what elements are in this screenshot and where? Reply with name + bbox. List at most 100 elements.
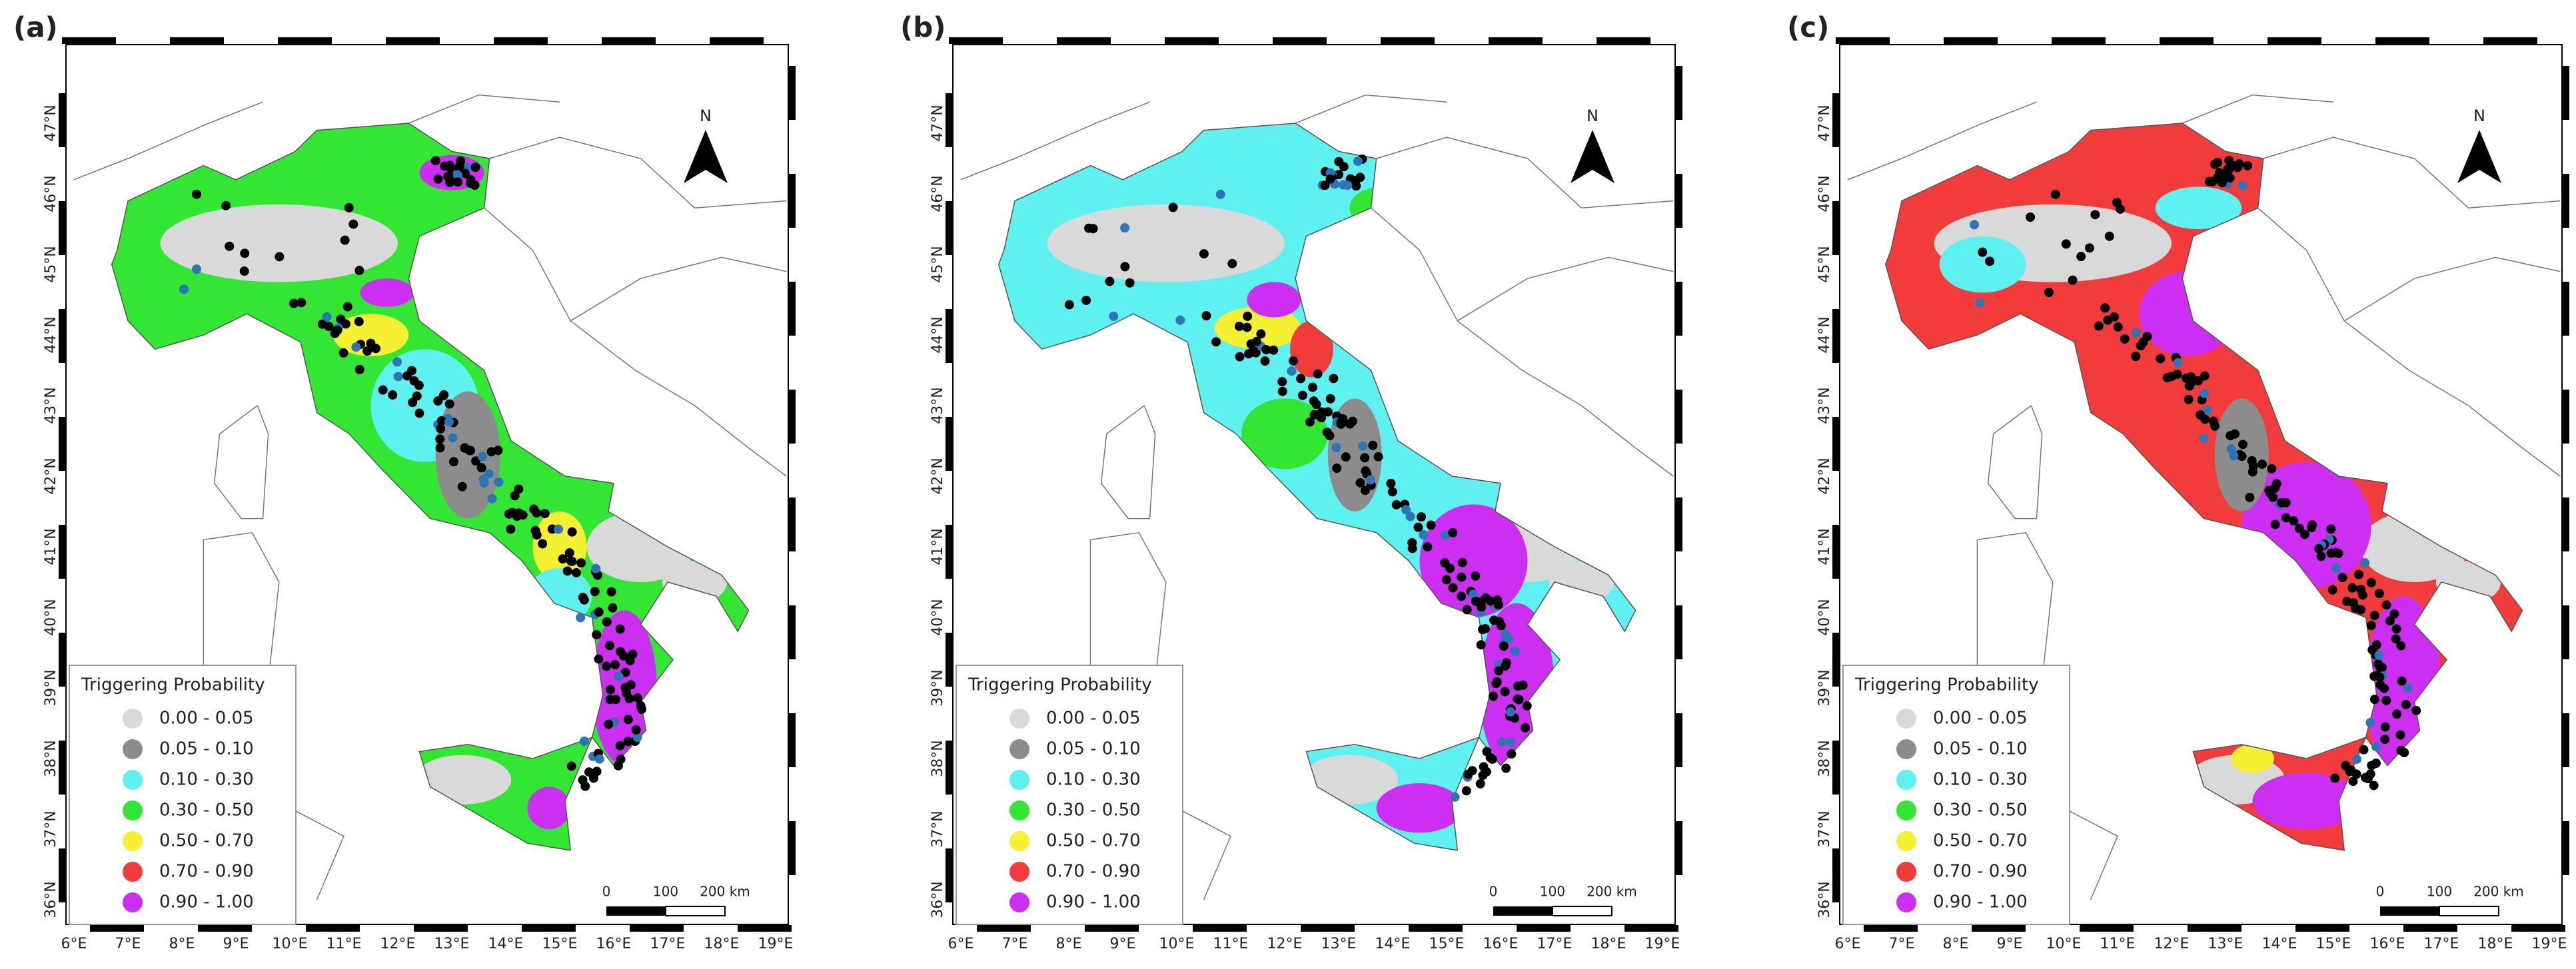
- lat-tick-label: 43°N: [930, 387, 946, 424]
- legend-swatch: [1896, 831, 1916, 851]
- landslide-point: [2369, 695, 2379, 705]
- landslide-point: [444, 417, 454, 427]
- legend-title: Triggering Probability: [81, 675, 265, 695]
- landslide-point: [625, 656, 635, 666]
- landslide-point: [566, 556, 576, 566]
- lat-tick-label: 36°N: [1816, 881, 1833, 918]
- landslide-point: [1307, 382, 1317, 392]
- landslide-point: [2156, 354, 2166, 364]
- legend-swatch: [123, 801, 143, 820]
- sicily-outline: [1305, 736, 1480, 851]
- legend-label: 0.30 - 0.50: [1933, 801, 2028, 820]
- italy-outline: [1884, 123, 2523, 767]
- landslide-point: [606, 685, 616, 695]
- probability-zone: [414, 755, 512, 805]
- map-frame-ticks: [946, 37, 1682, 932]
- lat-tick-label: 46°N: [1816, 175, 1833, 212]
- landslide-point: [2120, 334, 2130, 344]
- landslide-point: [606, 587, 616, 597]
- landslide-point: [221, 200, 231, 210]
- north-arrow: [1593, 130, 1614, 183]
- map-frame-ticks: [1832, 37, 2569, 932]
- landslide-point: [2294, 523, 2304, 533]
- lat-tick-label: 40°N: [930, 599, 946, 635]
- landslide-point: [562, 566, 572, 576]
- landslide-point: [2377, 663, 2387, 673]
- legend-label: 0.05 - 0.10: [159, 739, 254, 759]
- landslide-point: [1334, 157, 1344, 166]
- landslide-point: [2371, 742, 2381, 752]
- landslide-point: [487, 493, 497, 503]
- probability-zone: [527, 787, 571, 829]
- landslide-point: [2162, 373, 2172, 383]
- landslide-point: [2380, 722, 2390, 732]
- landslide-point: [412, 391, 422, 401]
- landslide-point: [576, 558, 586, 568]
- lat-tick-label: 44°N: [43, 316, 59, 353]
- landslide-point: [2271, 479, 2281, 489]
- landslide-point: [225, 241, 235, 251]
- lon-tick-label: 10°E: [2046, 936, 2082, 952]
- north-arrow: [684, 130, 706, 183]
- landslide-point: [486, 447, 496, 457]
- landslide-point: [2389, 609, 2399, 619]
- lon-tick-label: 16°E: [2370, 936, 2405, 952]
- landslide-point: [1105, 276, 1115, 286]
- probability-zone: [1349, 186, 1415, 230]
- landslide-point: [2142, 332, 2152, 342]
- landslide-point: [2369, 611, 2379, 621]
- lon-tick-label: 13°E: [1321, 936, 1357, 952]
- legend-swatch: [123, 862, 143, 882]
- landslide-point: [2299, 529, 2309, 539]
- landslide-point: [351, 342, 361, 352]
- landslide-point: [616, 647, 626, 657]
- scale-label: 100: [2427, 884, 2452, 900]
- landslide-point: [2184, 394, 2194, 404]
- scale-bar: [2439, 906, 2499, 916]
- landslide-point: [340, 235, 350, 245]
- landslide-point: [1471, 596, 1481, 606]
- landslide-point: [378, 385, 388, 395]
- landslide-point: [448, 457, 458, 467]
- landslide-point: [1242, 322, 1252, 332]
- legend-swatch: [1009, 770, 1029, 790]
- landslide-point: [2094, 321, 2104, 331]
- landslide-point: [2348, 777, 2358, 787]
- landslide-point: [192, 189, 202, 199]
- probability-zone: [2139, 271, 2237, 356]
- landslide-point: [1476, 640, 1486, 650]
- landslide-point: [289, 298, 299, 308]
- landslide-point: [2341, 761, 2351, 771]
- landslide-point: [579, 737, 589, 747]
- scale-label: 100: [1540, 884, 1565, 900]
- legend-swatch: [1009, 739, 1029, 759]
- coastline: [570, 256, 787, 322]
- landslide-point: [636, 701, 646, 711]
- coastline: [489, 137, 787, 208]
- lat-tick-label: 38°N: [930, 740, 946, 777]
- landslide-point: [2391, 634, 2401, 644]
- landslide-point: [602, 661, 612, 671]
- landslide-point: [1368, 440, 1378, 450]
- landslide-point: [566, 761, 576, 771]
- landslide-point: [2238, 440, 2248, 450]
- landslide-point: [1227, 258, 1237, 268]
- landslide-point: [1269, 345, 1279, 355]
- landslide-point: [1120, 223, 1130, 233]
- landslide-point: [2068, 275, 2078, 285]
- landslide-point: [2326, 524, 2336, 534]
- landslide-point: [614, 671, 624, 681]
- landslide-point: [571, 568, 581, 578]
- scale-label: 100: [653, 884, 678, 900]
- legend-box: [1842, 665, 2070, 925]
- landslide-point: [494, 477, 504, 487]
- landslide-point: [2218, 178, 2228, 188]
- landslide-point: [1309, 396, 1319, 406]
- panel-label: (c): [1787, 11, 1829, 44]
- landslide-point: [1461, 786, 1471, 796]
- probability-zone: [1214, 306, 1301, 350]
- lon-tick-label: 12°E: [1267, 936, 1303, 952]
- lon-tick-label: 12°E: [2154, 936, 2190, 952]
- lat-tick-label: 46°N: [43, 175, 59, 212]
